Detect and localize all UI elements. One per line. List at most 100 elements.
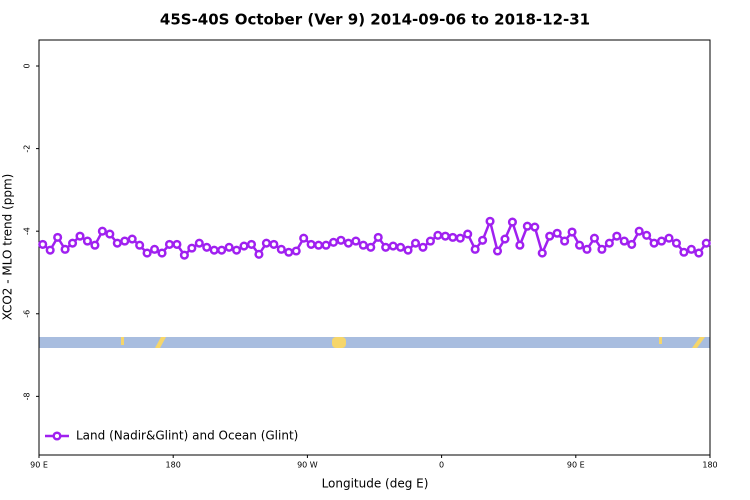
data-point: [686, 244, 696, 254]
y-tick-label: -8: [23, 392, 32, 400]
data-point: [314, 240, 324, 250]
data-point: [642, 230, 652, 240]
data-point: [299, 233, 309, 243]
data-point: [515, 240, 525, 250]
x-axis-label: Longitude (deg E): [322, 477, 429, 491]
data-point: [179, 250, 189, 260]
data-point: [97, 226, 107, 236]
data-point: [232, 245, 242, 255]
y-tick-label: 0: [23, 63, 32, 68]
data-point: [619, 236, 629, 246]
data-point: [388, 241, 398, 251]
data-point: [567, 227, 577, 237]
data-point: [440, 231, 450, 241]
data-point: [530, 222, 540, 232]
data-point: [463, 229, 473, 239]
data-point: [291, 246, 301, 256]
y-tick-label: -2: [23, 145, 32, 153]
chart-title: 45S-40S October (Ver 9) 2014-09-06 to 20…: [160, 11, 590, 29]
data-point: [507, 217, 517, 227]
y-tick-label: -6: [23, 310, 32, 318]
data-point: [410, 238, 421, 248]
data-point: [194, 238, 204, 248]
data-point: [433, 230, 443, 240]
data-point: [403, 245, 413, 255]
data-point: [328, 237, 339, 247]
x-tick-label: 180: [166, 461, 181, 470]
data-point: [53, 232, 63, 242]
data-point: [455, 233, 465, 243]
land-patch: [332, 337, 346, 348]
data-point: [634, 226, 644, 236]
data-point: [75, 231, 85, 241]
data-point: [321, 240, 331, 250]
x-tick-label: 0: [439, 461, 444, 470]
data-point: [545, 231, 555, 241]
data-point: [172, 239, 182, 249]
x-tick-label: 90 E: [567, 461, 585, 470]
land-ocean-strip: [39, 337, 710, 348]
data-point: [112, 238, 122, 248]
data-point: [135, 240, 145, 250]
data-point: [187, 243, 197, 253]
data-point: [120, 236, 130, 246]
land-patch: [155, 337, 166, 348]
data-point: [522, 221, 532, 231]
data-point: [604, 238, 614, 248]
data-point: [336, 235, 346, 245]
data-point: [679, 247, 689, 257]
plot-frame: [38, 39, 711, 456]
data-point: [343, 238, 353, 248]
data-point: [448, 232, 458, 242]
data-point: [492, 246, 503, 256]
data-point: [351, 236, 361, 246]
data-point: [396, 242, 406, 252]
data-point: [209, 245, 219, 255]
land-patch: [121, 337, 124, 345]
data-point: [701, 238, 711, 248]
data-point: [478, 235, 488, 245]
data-point: [38, 239, 48, 249]
data-point: [157, 248, 167, 258]
data-point: [589, 233, 599, 243]
data-point: [142, 248, 152, 258]
data-point: [261, 238, 271, 248]
data-point: [254, 249, 264, 259]
data-point: [60, 244, 70, 254]
data-point: [656, 236, 667, 246]
data-point: [560, 236, 570, 246]
data-point: [306, 239, 316, 249]
data-point: [500, 234, 510, 244]
data-point: [82, 236, 93, 246]
data-point: [627, 239, 637, 249]
data-point: [418, 242, 428, 252]
data-point: [127, 234, 137, 244]
data-point: [649, 238, 659, 248]
data-point: [537, 248, 547, 258]
data-point: [373, 232, 383, 242]
land-patch: [659, 337, 662, 344]
y-tick-label: -4: [23, 227, 32, 235]
legend-marker: [52, 431, 62, 441]
data-point: [164, 239, 175, 249]
data-point: [105, 229, 115, 239]
legend-label: Land (Nadir&Glint) and Ocean (Glint): [76, 429, 298, 443]
x-tick-label: 90 W: [297, 461, 318, 470]
data-point: [224, 242, 234, 252]
data-point: [574, 240, 585, 250]
data-point: [358, 240, 368, 250]
land-patch: [692, 337, 705, 348]
data-point: [485, 216, 495, 226]
ocean-band: [39, 337, 710, 348]
data-point: [366, 242, 376, 252]
data-point: [612, 231, 622, 241]
data-point: [45, 245, 55, 255]
data-point: [470, 244, 480, 254]
data-point: [671, 238, 682, 248]
data-point: [150, 244, 160, 254]
data-point: [284, 247, 294, 257]
data-point: [552, 228, 562, 238]
data-point: [694, 248, 704, 258]
